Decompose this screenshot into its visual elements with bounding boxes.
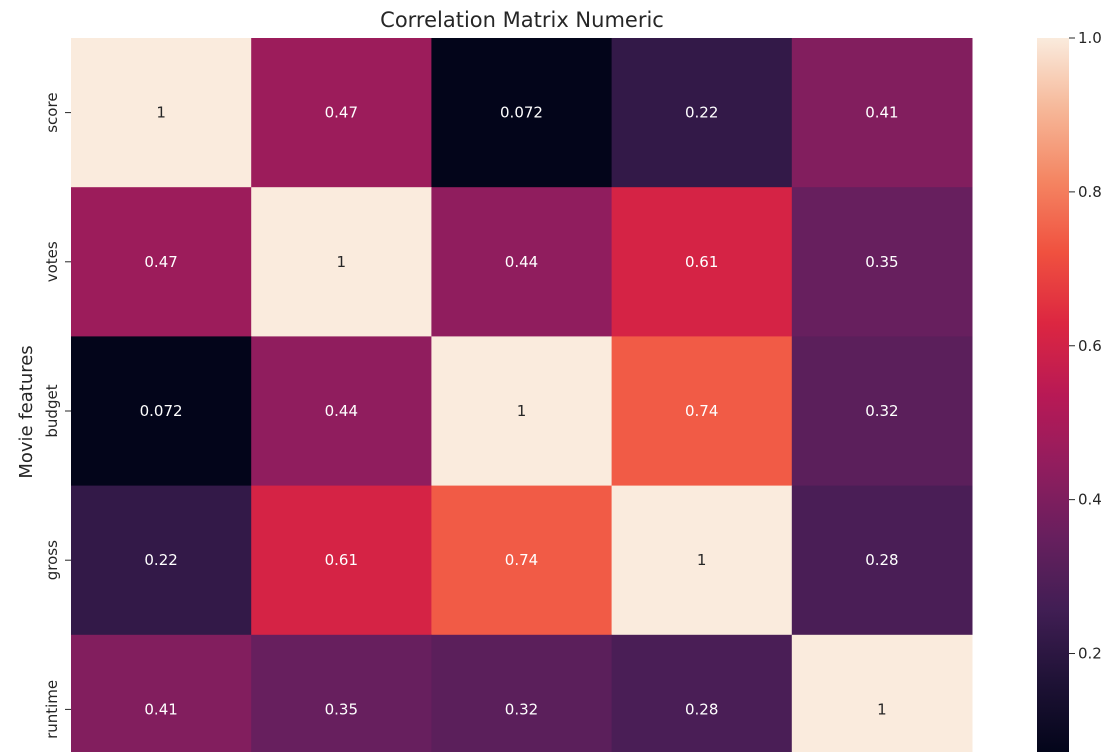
row-tick-label: budget [43,384,61,437]
cell-annotation: 0.61 [685,253,718,271]
cell-annotation: 0.41 [144,700,177,718]
cell-annotation: 0.28 [865,551,898,569]
heatmap-cell [431,38,613,188]
colorbar-tick-label: 1.0 [1078,29,1102,47]
heatmap-cell [71,187,252,337]
heatmap-cell [251,187,432,337]
cell-annotation: 0.072 [140,402,183,420]
heatmap-cell [251,485,432,636]
heatmap-cell [611,336,793,487]
y-axis-label: Movie features [16,345,37,478]
cell-annotation: 0.61 [325,551,358,569]
cell-annotation: 0.74 [685,402,718,420]
heatmap-cell [431,634,613,752]
heatmap-cell [611,38,793,188]
heatmap-cell [791,38,973,188]
cell-annotation: 1 [697,551,707,569]
heatmap-cell [431,336,613,487]
heatmap-cell [611,485,793,636]
cell-annotation: 1 [156,104,166,122]
cell-annotation: 0.072 [500,104,543,122]
heatmap-cell [251,634,432,752]
cell-annotation: 0.28 [685,700,718,718]
heatmap-cell [611,634,793,752]
heatmap-cell [71,336,252,487]
row-tick-label: runtime [43,680,61,739]
chart-title: Correlation Matrix Numeric [380,8,664,32]
cell-annotation: 0.41 [865,104,898,122]
cell-annotation: 0.22 [685,104,718,122]
cell-annotation: 0.35 [325,700,358,718]
heatmap-cell [71,38,252,188]
row-tick-label: score [43,92,61,132]
cell-annotation: 0.47 [325,104,358,122]
heatmap-cell [431,187,613,337]
heatmap-cell [251,336,432,487]
colorbar-tick-label: 0.8 [1078,183,1102,201]
heatmap-cell [431,485,613,636]
colorbar-ticks: 0.2 0.4 0.6 0.8 1.0 [1069,29,1102,663]
heatmap-cell [71,634,252,752]
cell-annotation: 1 [337,253,347,271]
cell-annotation: 0.44 [505,253,538,271]
colorbar-tick-label: 0.2 [1078,645,1102,663]
heatmap-cell [71,485,252,636]
row-tick-label: votes [43,241,61,282]
cell-annotation: 0.74 [505,551,538,569]
cell-annotation: 0.22 [144,551,177,569]
colorbar-tick-label: 0.4 [1078,491,1102,509]
colorbar [1037,38,1069,752]
row-tick-label: gross [43,540,61,580]
colorbar-tick-label: 0.6 [1078,337,1102,355]
heatmap-cell [791,187,973,337]
heatmap-cell [791,336,973,487]
cell-annotation: 0.32 [505,700,538,718]
cell-annotation: 0.35 [865,253,898,271]
cell-annotation: 1 [517,402,527,420]
heatmap-cell [251,38,432,188]
row-tick-labels: score votes budget gross runtime [43,92,71,739]
cell-annotation: 1 [877,700,887,718]
heatmap-cell [791,634,973,752]
cell-annotation: 0.44 [325,402,358,420]
cell-annotation: 0.32 [865,402,898,420]
cell-annotation: 0.47 [144,253,177,271]
heatmap-cell [611,187,793,337]
heatmap-cells: 1 0.47 0.072 0.22 0.41 0.47 1 0.44 0.61 0.35 0.072… [71,38,973,752]
heatmap-cell [791,485,973,636]
